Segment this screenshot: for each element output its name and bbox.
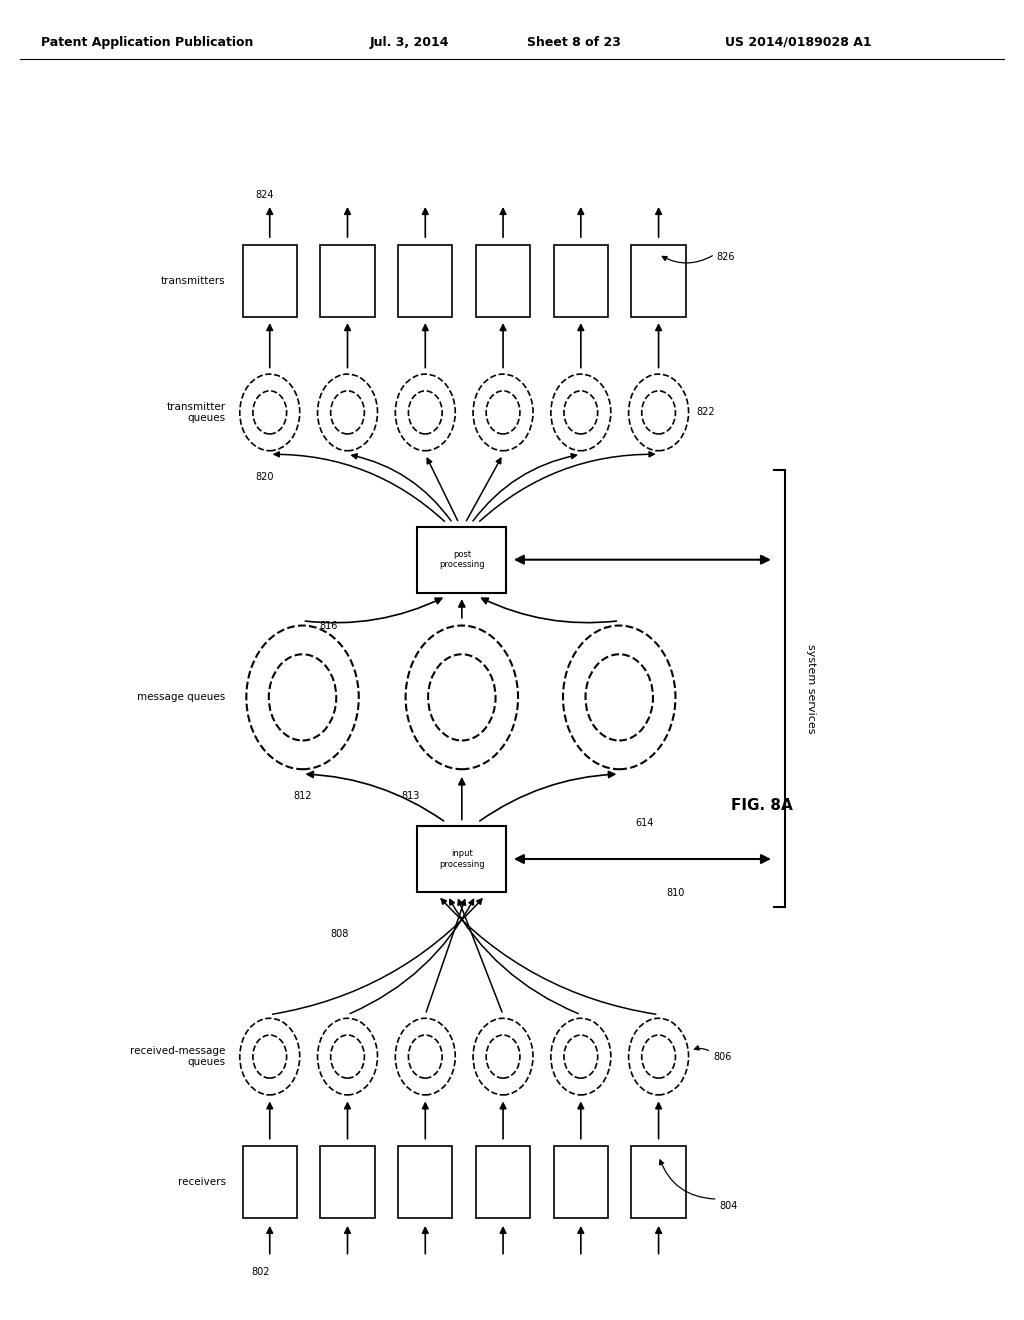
Text: 804: 804 xyxy=(720,1201,738,1212)
Text: 813: 813 xyxy=(401,791,420,800)
Text: 824: 824 xyxy=(256,190,274,199)
Text: 806: 806 xyxy=(713,1052,731,1061)
FancyBboxPatch shape xyxy=(398,244,453,317)
Text: 614: 614 xyxy=(635,818,653,828)
FancyBboxPatch shape xyxy=(418,527,506,593)
Text: 812: 812 xyxy=(293,791,311,800)
Text: transmitter
queues: transmitter queues xyxy=(167,401,225,424)
Text: input
processing: input processing xyxy=(439,849,484,869)
FancyBboxPatch shape xyxy=(476,244,530,317)
FancyBboxPatch shape xyxy=(632,1146,686,1218)
Text: post
processing: post processing xyxy=(439,550,484,569)
Text: 820: 820 xyxy=(256,473,274,482)
Text: system services: system services xyxy=(806,644,816,733)
Text: 810: 810 xyxy=(667,887,685,898)
FancyBboxPatch shape xyxy=(476,1146,530,1218)
Text: FIG. 8A: FIG. 8A xyxy=(731,797,793,813)
Text: message queues: message queues xyxy=(137,693,225,702)
Text: 802: 802 xyxy=(251,1267,269,1278)
Text: US 2014/0189028 A1: US 2014/0189028 A1 xyxy=(725,36,872,49)
Text: 808: 808 xyxy=(331,929,349,940)
Text: received-message
queues: received-message queues xyxy=(130,1045,225,1068)
Text: Jul. 3, 2014: Jul. 3, 2014 xyxy=(370,36,450,49)
FancyBboxPatch shape xyxy=(321,244,375,317)
FancyBboxPatch shape xyxy=(321,1146,375,1218)
FancyBboxPatch shape xyxy=(243,1146,297,1218)
FancyBboxPatch shape xyxy=(632,244,686,317)
FancyBboxPatch shape xyxy=(554,244,608,317)
Text: 826: 826 xyxy=(717,252,735,261)
Text: transmitters: transmitters xyxy=(161,276,225,285)
Text: Sheet 8 of 23: Sheet 8 of 23 xyxy=(526,36,621,49)
Text: 822: 822 xyxy=(696,408,715,417)
FancyBboxPatch shape xyxy=(398,1146,453,1218)
Text: receivers: receivers xyxy=(178,1177,225,1187)
FancyBboxPatch shape xyxy=(554,1146,608,1218)
FancyBboxPatch shape xyxy=(418,826,506,892)
FancyBboxPatch shape xyxy=(243,244,297,317)
Text: Patent Application Publication: Patent Application Publication xyxy=(41,36,253,49)
Text: 816: 816 xyxy=(319,620,338,631)
